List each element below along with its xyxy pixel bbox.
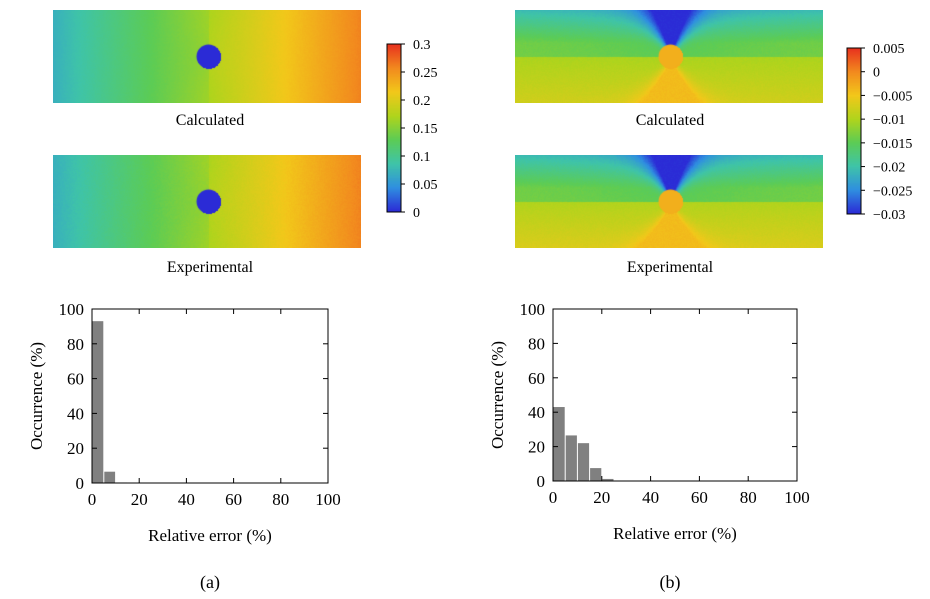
panel-b: Calculated Experimental 0.005 0 −0.005 −0.0… [488,10,912,593]
x-tick-label: 0 [88,490,97,509]
y-tick-label: 40 [67,404,84,423]
x-tick-label: 40 [642,488,659,507]
field-b-experimental [515,155,823,248]
colorbar-tick-label: 0.1 [413,150,431,165]
y-tick-label: 80 [528,334,545,353]
label-b-experimental: Experimental [627,259,714,276]
x-tick-label: 60 [225,490,242,509]
y-axis-label: Occurrence (%) [488,341,507,449]
colorbar-tick-label: −0.015 [873,137,912,152]
colorbar-tick-label: −0.02 [873,161,905,176]
y-tick-label: 0 [76,474,85,493]
x-tick-label: 60 [691,488,708,507]
field-a-calculated [53,10,361,103]
histogram-a: 0 20 40 60 80 100 0 20 40 60 80 100 Relative error (… [27,300,341,545]
x-tick-label: 100 [315,490,341,509]
colorbar-b-ticks: 0.005 0 −0.005 −0.01 −0.015 −0.02 −0.025 −0.03 [861,42,912,223]
colorbar-tick-label: 0 [413,206,420,221]
histogram-bar [92,321,104,483]
histogram-bar [577,443,590,481]
colorbar-b [847,48,861,214]
x-tick-label: 80 [740,488,757,507]
plot-frame [552,308,798,482]
y-axis-label: Occurrence (%) [27,342,46,450]
colorbar-tick-label: −0.025 [873,184,912,199]
y-tick-label: 100 [520,300,546,319]
y-tick-label: 20 [528,438,545,457]
colorbar-tick-label: 0.05 [413,178,438,193]
panel-a: Calculated Experimental 0.30.250.20.150.… [27,10,438,593]
colorbar-a-ticks: 0.3 0.25 0.2 0.15 0.1 0.05 0 [401,38,438,221]
colorbar-a [387,44,401,212]
x-tick-label: 20 [593,488,610,507]
label-b-calculated: Calculated [636,112,704,129]
y-tick-label: 20 [67,439,84,458]
y-tick-label: 60 [528,369,545,388]
y-tick-label: 100 [59,300,85,319]
panel-a-label: (a) [200,572,220,593]
histogram-b: 0 20 40 60 80 100 0 20 40 60 80 100 Relative error (… [488,300,810,543]
field-b-calculated [515,10,823,103]
colorbar-tick-label: 0.005 [873,42,905,57]
plot-frame [91,308,329,484]
x-tick-label: 100 [784,488,810,507]
label-a-experimental: Experimental [167,259,254,276]
field-a-experimental [53,155,361,248]
y-tick-label: 0 [537,472,546,491]
histogram-bar [104,471,116,483]
x-tick-label: 20 [131,490,148,509]
y-tick-label: 80 [67,335,84,354]
y-tick-label: 60 [67,370,84,389]
x-tick-label: 40 [178,490,195,509]
x-tick-label: 80 [272,490,289,509]
colorbar-tick-label: 0.25 [413,66,438,81]
x-tick-label: 0 [549,488,558,507]
colorbar-tick-label: −0.03 [873,208,905,223]
colorbar-tick-label: 0.15 [413,122,438,137]
histogram-bar [590,468,602,481]
colorbar-b-frame [846,47,862,215]
panel-b-label: (b) [660,572,681,593]
histogram-bar [553,407,565,481]
colorbar-tick-label: 0.2 [413,94,431,109]
x-axis-label: Relative error (%) [613,524,737,543]
label-a-calculated: Calculated [176,112,244,129]
colorbar-tick-label: −0.005 [873,89,912,104]
colorbar-tick-label: 0.3 [413,38,431,53]
x-axis-label: Relative error (%) [148,526,272,545]
colorbar-tick-label: 0 [873,66,880,81]
histogram-bar [565,435,577,481]
histogram-bar [602,478,614,481]
colorbar-tick-label: −0.01 [873,113,905,128]
y-tick-label: 40 [528,403,545,422]
